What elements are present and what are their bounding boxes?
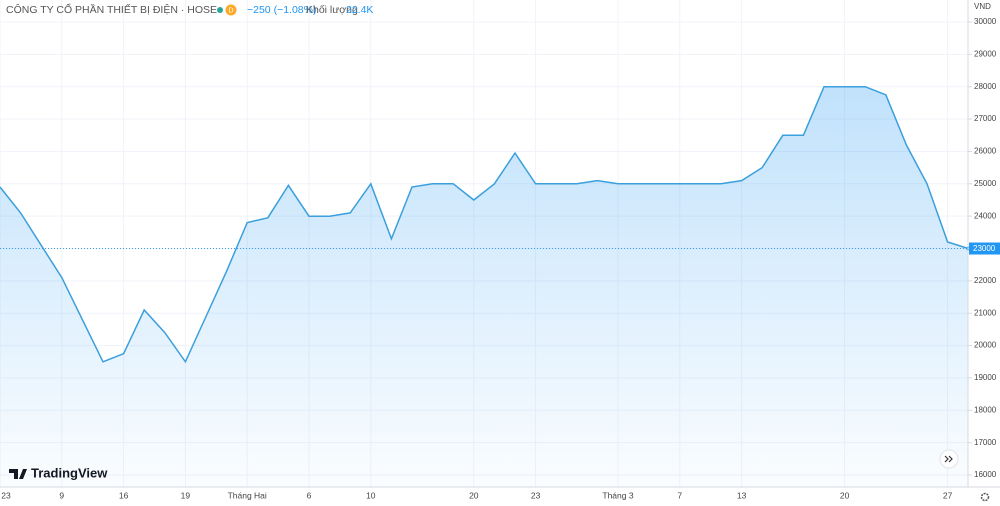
x-tick-label: 23 (531, 490, 541, 500)
x-tick-label: 27 (943, 490, 953, 500)
settings-icon[interactable] (980, 492, 990, 502)
x-tick-label: Tháng Hai (228, 490, 267, 500)
y-tick-label: 26000 (974, 147, 997, 156)
scroll-icon (944, 455, 953, 463)
axis-unit: VND (974, 2, 991, 11)
x-tick-label: 9 (59, 490, 64, 500)
chart-title: CÔNG TY CỔ PHẦN THIẾT BỊ ĐIỆN · HOSE (6, 3, 217, 16)
y-tick-label: 24000 (974, 211, 997, 220)
x-tick-label: Tháng 3 (602, 490, 633, 500)
y-tick-label: 27000 (974, 114, 997, 123)
x-tick-label: 6 (307, 490, 312, 500)
y-tick-label: 22000 (974, 276, 997, 285)
x-tick-label: 20 (840, 490, 850, 500)
y-tick-label: 30000 (974, 17, 997, 26)
x-tick-label: 16 (119, 490, 129, 500)
x-tick-label: 20 (469, 490, 479, 500)
line (0, 85, 969, 364)
x-tick-label: 7 (677, 490, 682, 500)
price-change: −250 (−1.08%) (247, 4, 316, 16)
y-tick-label: 29000 (974, 49, 997, 58)
scroll-button[interactable] (939, 449, 959, 469)
status-dot (217, 7, 223, 13)
y-tick-label: 18000 (974, 405, 997, 414)
y-tick-label: 28000 (974, 82, 997, 91)
y-tick-label: 16000 (974, 470, 997, 479)
y-tick-label: 20000 (974, 341, 997, 350)
logo-text: TradingView (31, 465, 108, 480)
price-tag (969, 242, 1000, 255)
x-tick-label: 10 (366, 490, 376, 500)
volume-label: Khối lượng (306, 4, 358, 16)
x-tick-label: 13 (737, 490, 747, 500)
y-tick-label: 25000 (974, 179, 997, 188)
logo: TradingView (9, 465, 108, 480)
price-tag-label: 23000 (973, 244, 996, 253)
y-tick-label: 21000 (974, 308, 997, 317)
x-tick-label: 23 (1, 490, 11, 500)
logo-icon (9, 469, 27, 479)
y-tick-label: 17000 (974, 438, 997, 447)
interval: D (228, 7, 233, 14)
interval-badge (225, 4, 237, 16)
y-tick-label: 19000 (974, 373, 997, 382)
volume: 22.4K (346, 4, 373, 16)
x-tick-label: 19 (181, 490, 191, 500)
area (0, 86, 969, 487)
